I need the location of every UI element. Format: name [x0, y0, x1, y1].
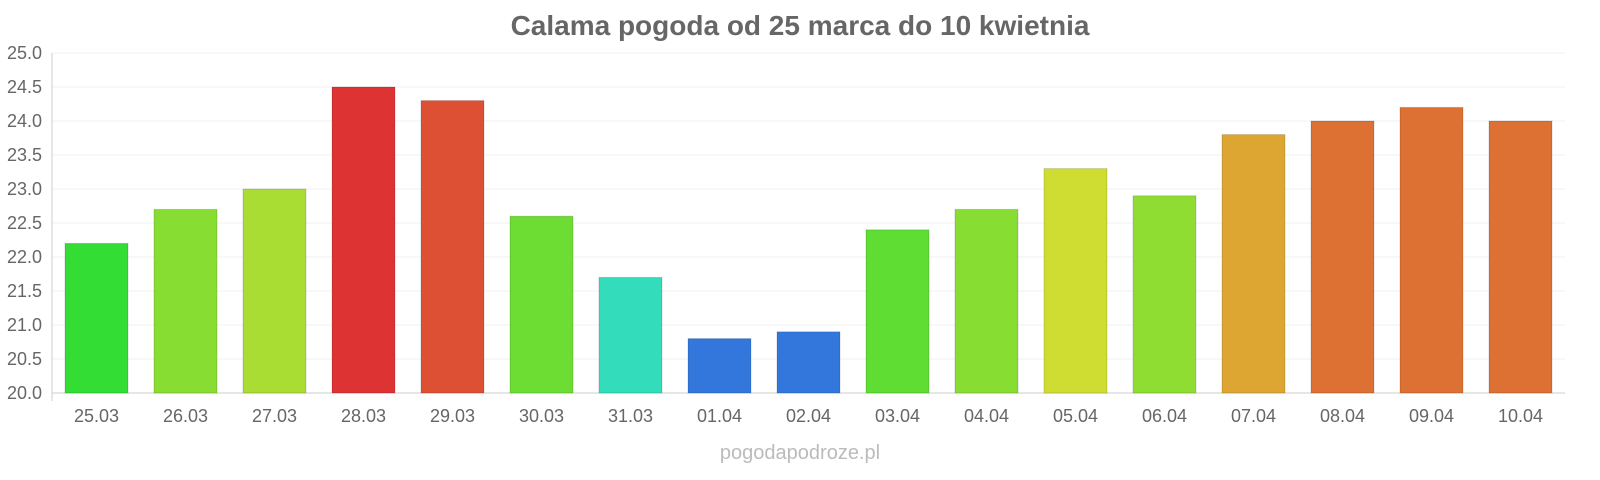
- bar-06.04: [1132, 195, 1197, 394]
- y-tick-label: 22.5: [7, 213, 42, 233]
- y-tick-label: 22.0: [7, 247, 42, 267]
- bar-08.04: [1310, 120, 1375, 394]
- x-tick-label: 30.03: [519, 406, 564, 426]
- y-tick-label: 24.0: [7, 111, 42, 131]
- x-tick-label: 04.04: [964, 406, 1009, 426]
- bar-05.04: [1043, 168, 1108, 394]
- bar-25.03: [64, 242, 129, 394]
- y-tick-label: 23.0: [7, 179, 42, 199]
- x-tick-label: 10.04: [1498, 406, 1543, 426]
- x-tick-label: 25.03: [74, 406, 119, 426]
- chart-title: Calama pogoda od 25 marca do 10 kwietnia: [510, 10, 1090, 41]
- y-tick-label: 21.5: [7, 281, 42, 301]
- bar-07.04: [1221, 134, 1286, 394]
- x-tick-label: 28.03: [341, 406, 386, 426]
- x-tick-label: 08.04: [1320, 406, 1365, 426]
- bar-09.04: [1399, 106, 1464, 394]
- bar-03.04: [865, 229, 930, 394]
- x-tick-label: 03.04: [875, 406, 920, 426]
- bar-28.03: [331, 86, 396, 394]
- x-tick-label: 01.04: [697, 406, 742, 426]
- x-tick-label: 29.03: [430, 406, 475, 426]
- bar-31.03: [598, 276, 663, 394]
- x-tick-label: 07.04: [1231, 406, 1276, 426]
- x-tick-label: 31.03: [608, 406, 653, 426]
- bar-02.04: [776, 331, 841, 394]
- bar-29.03: [420, 100, 485, 394]
- watermark: pogodapodroze.pl: [719, 442, 881, 464]
- y-tick-label: 20.0: [7, 383, 42, 403]
- x-tick-label: 02.04: [786, 406, 831, 426]
- y-tick-label: 23.5: [7, 145, 42, 165]
- y-tick-label: 24.5: [7, 77, 42, 97]
- x-tick-label: 27.03: [252, 406, 297, 426]
- x-tick-label: 26.03: [163, 406, 208, 426]
- y-tick-label: 25.0: [7, 43, 42, 63]
- x-tick-label: 06.04: [1142, 406, 1187, 426]
- x-tick-label: 05.04: [1053, 406, 1098, 426]
- y-tick-label: 20.5: [7, 349, 42, 369]
- bar-04.04: [954, 208, 1019, 394]
- bar-30.03: [509, 215, 574, 394]
- x-tick-label: 09.04: [1409, 406, 1454, 426]
- bar-10.04: [1488, 120, 1553, 394]
- bar-27.03: [242, 188, 307, 394]
- bar-01.04: [687, 338, 752, 394]
- y-tick-label: 21.0: [7, 315, 42, 335]
- bar-26.03: [153, 208, 218, 394]
